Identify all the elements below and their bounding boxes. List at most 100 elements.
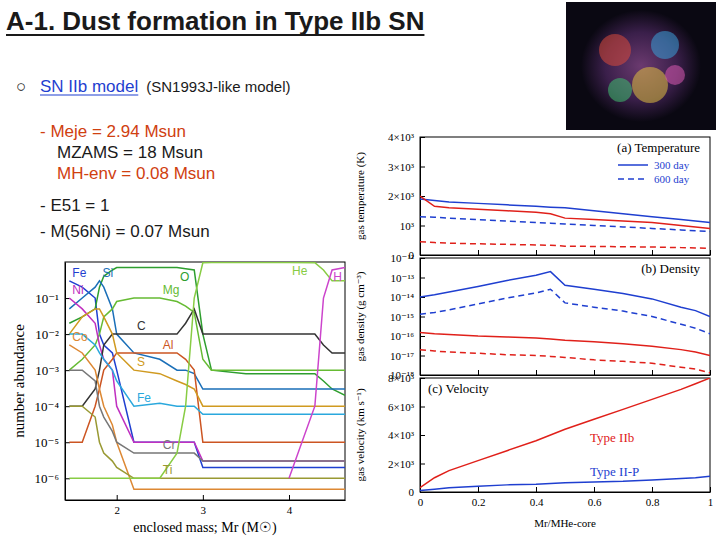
series-line xyxy=(420,289,710,334)
tick xyxy=(652,370,653,375)
tick: 0 xyxy=(409,486,426,498)
tick-mark xyxy=(420,356,425,357)
tick-label: 2 xyxy=(114,504,120,516)
tick xyxy=(594,370,595,375)
tick: 10⁻⁵ xyxy=(35,435,70,450)
tick-mark xyxy=(65,406,70,407)
tick: 4×10³ xyxy=(388,429,425,441)
tick-mark xyxy=(420,378,425,379)
tick-mark xyxy=(203,495,204,500)
plot-frame xyxy=(65,262,345,500)
model-line: MH-env = 0.08 Msun xyxy=(57,164,215,183)
tick-label: 2×10³ xyxy=(388,190,415,202)
tick-mark xyxy=(420,226,425,227)
tick: 10⁻³ xyxy=(35,363,70,378)
model-line: MZAMS = 18 Msun xyxy=(57,143,203,162)
panel-title: (b) Density xyxy=(641,261,700,276)
image-knot xyxy=(665,65,685,85)
image-shell xyxy=(581,10,701,122)
tick-label: 2×10³ xyxy=(388,458,415,470)
chart: 00.20.40.60.8102×10³4×10³6×10³8×10³(c) V… xyxy=(354,372,713,529)
tick: 1 xyxy=(708,487,714,508)
series-label: Fe xyxy=(72,266,86,280)
tick xyxy=(594,250,595,255)
series-line xyxy=(69,406,345,478)
image-knot xyxy=(651,31,679,59)
tick xyxy=(536,370,537,375)
tick: 10⁻¹⁴ xyxy=(390,291,425,303)
series-label: O xyxy=(180,270,189,284)
tick-label: 10⁻¹⁶ xyxy=(390,330,414,342)
tick-mark xyxy=(536,370,537,375)
image-bg xyxy=(566,2,716,130)
tick xyxy=(478,370,479,375)
tick: 0.2 xyxy=(472,487,486,508)
y-axis: 0 2×10³ 4×10³ 6×10³ 8×10³ xyxy=(388,372,425,498)
tick-label: 0.8 xyxy=(646,496,660,508)
series-label: Mg xyxy=(163,283,180,297)
tick-label: 10⁻¹⁷ xyxy=(390,350,414,362)
tick-mark xyxy=(289,495,290,500)
title-underline xyxy=(6,34,424,36)
axis-line xyxy=(421,492,711,493)
tick-label: 6×10³ xyxy=(388,401,415,413)
plot-lines xyxy=(420,196,710,248)
tick-mark xyxy=(420,464,425,465)
model-line: - Meje = 2.94 Msun xyxy=(40,122,186,141)
tick-mark xyxy=(117,495,118,500)
tick-mark xyxy=(420,435,425,436)
legend-label: 600 day xyxy=(654,173,690,185)
x-axis xyxy=(421,250,711,256)
tick xyxy=(652,250,653,255)
tick: 10⁻¹⁵ xyxy=(390,311,425,323)
series-line xyxy=(69,262,345,478)
x-axis-title: enclosed mass; Mr (M☉) xyxy=(133,520,277,536)
series-label: Ti xyxy=(163,463,173,477)
tick-label: 0.6 xyxy=(588,496,602,508)
model-line: - E51 = 1 xyxy=(40,196,109,215)
legend-label: 300 day xyxy=(654,159,690,171)
tick xyxy=(710,370,711,375)
tick: 2×10³ xyxy=(388,458,425,470)
plot-frame xyxy=(420,258,710,375)
tick-mark xyxy=(710,487,711,492)
tick-label: 4×10³ xyxy=(388,429,415,441)
panel-title: (a) Temperature xyxy=(617,140,700,155)
y-axis: 10⁻¹10⁻²10⁻³10⁻⁴10⁻⁵10⁻⁶ xyxy=(35,263,70,501)
tick-mark xyxy=(652,487,653,492)
tick-label: 10⁻² xyxy=(35,327,59,342)
tick: 10⁻¹⁷ xyxy=(390,350,425,362)
tick-label: 0 xyxy=(418,496,424,508)
tick-label: 10⁻³ xyxy=(35,363,59,378)
panel-title: (c) Velocity xyxy=(428,381,489,396)
tick: 8×10³ xyxy=(388,372,425,384)
tick: 2×10³ xyxy=(388,190,425,202)
slide: A-1. Dust formation in Type IIb SN○SN II… xyxy=(0,0,720,540)
tick-label: 4×10³ xyxy=(388,131,415,143)
series-label: Cr xyxy=(163,438,176,452)
tick-label: 10⁻⁵ xyxy=(35,435,59,450)
axis-line xyxy=(66,500,346,501)
image-knot xyxy=(632,67,668,103)
heading-underline xyxy=(40,94,138,95)
tick-label: 10⁻¹ xyxy=(35,291,59,306)
y-axis-title: gas temperature (K) xyxy=(354,152,367,240)
legend: 300 day 600 day xyxy=(618,159,690,185)
series-line xyxy=(420,378,710,488)
tick-mark xyxy=(652,250,653,255)
chart: 010³2×10³3×10³4×10³(a) Temperaturegas te… xyxy=(354,131,711,261)
tick: 10⁻² xyxy=(35,327,70,342)
tick-mark xyxy=(594,370,595,375)
series-label: Al xyxy=(163,338,174,352)
plot-frame xyxy=(420,137,710,255)
tick-label: 8×10³ xyxy=(388,372,415,384)
tick-mark xyxy=(420,492,425,493)
axis-line xyxy=(421,375,711,376)
tick-label: 1 xyxy=(708,496,714,508)
y-axis-title: gas velocity (km s⁻¹) xyxy=(354,388,367,481)
x-axis: 00.20.40.60.81 xyxy=(418,487,714,508)
x-axis xyxy=(421,370,711,376)
tick-mark xyxy=(710,250,711,255)
chart: 23410⁻¹10⁻²10⁻³10⁻⁴10⁻⁵10⁻⁶number abunda… xyxy=(11,262,346,536)
legend-swatch xyxy=(618,164,648,166)
